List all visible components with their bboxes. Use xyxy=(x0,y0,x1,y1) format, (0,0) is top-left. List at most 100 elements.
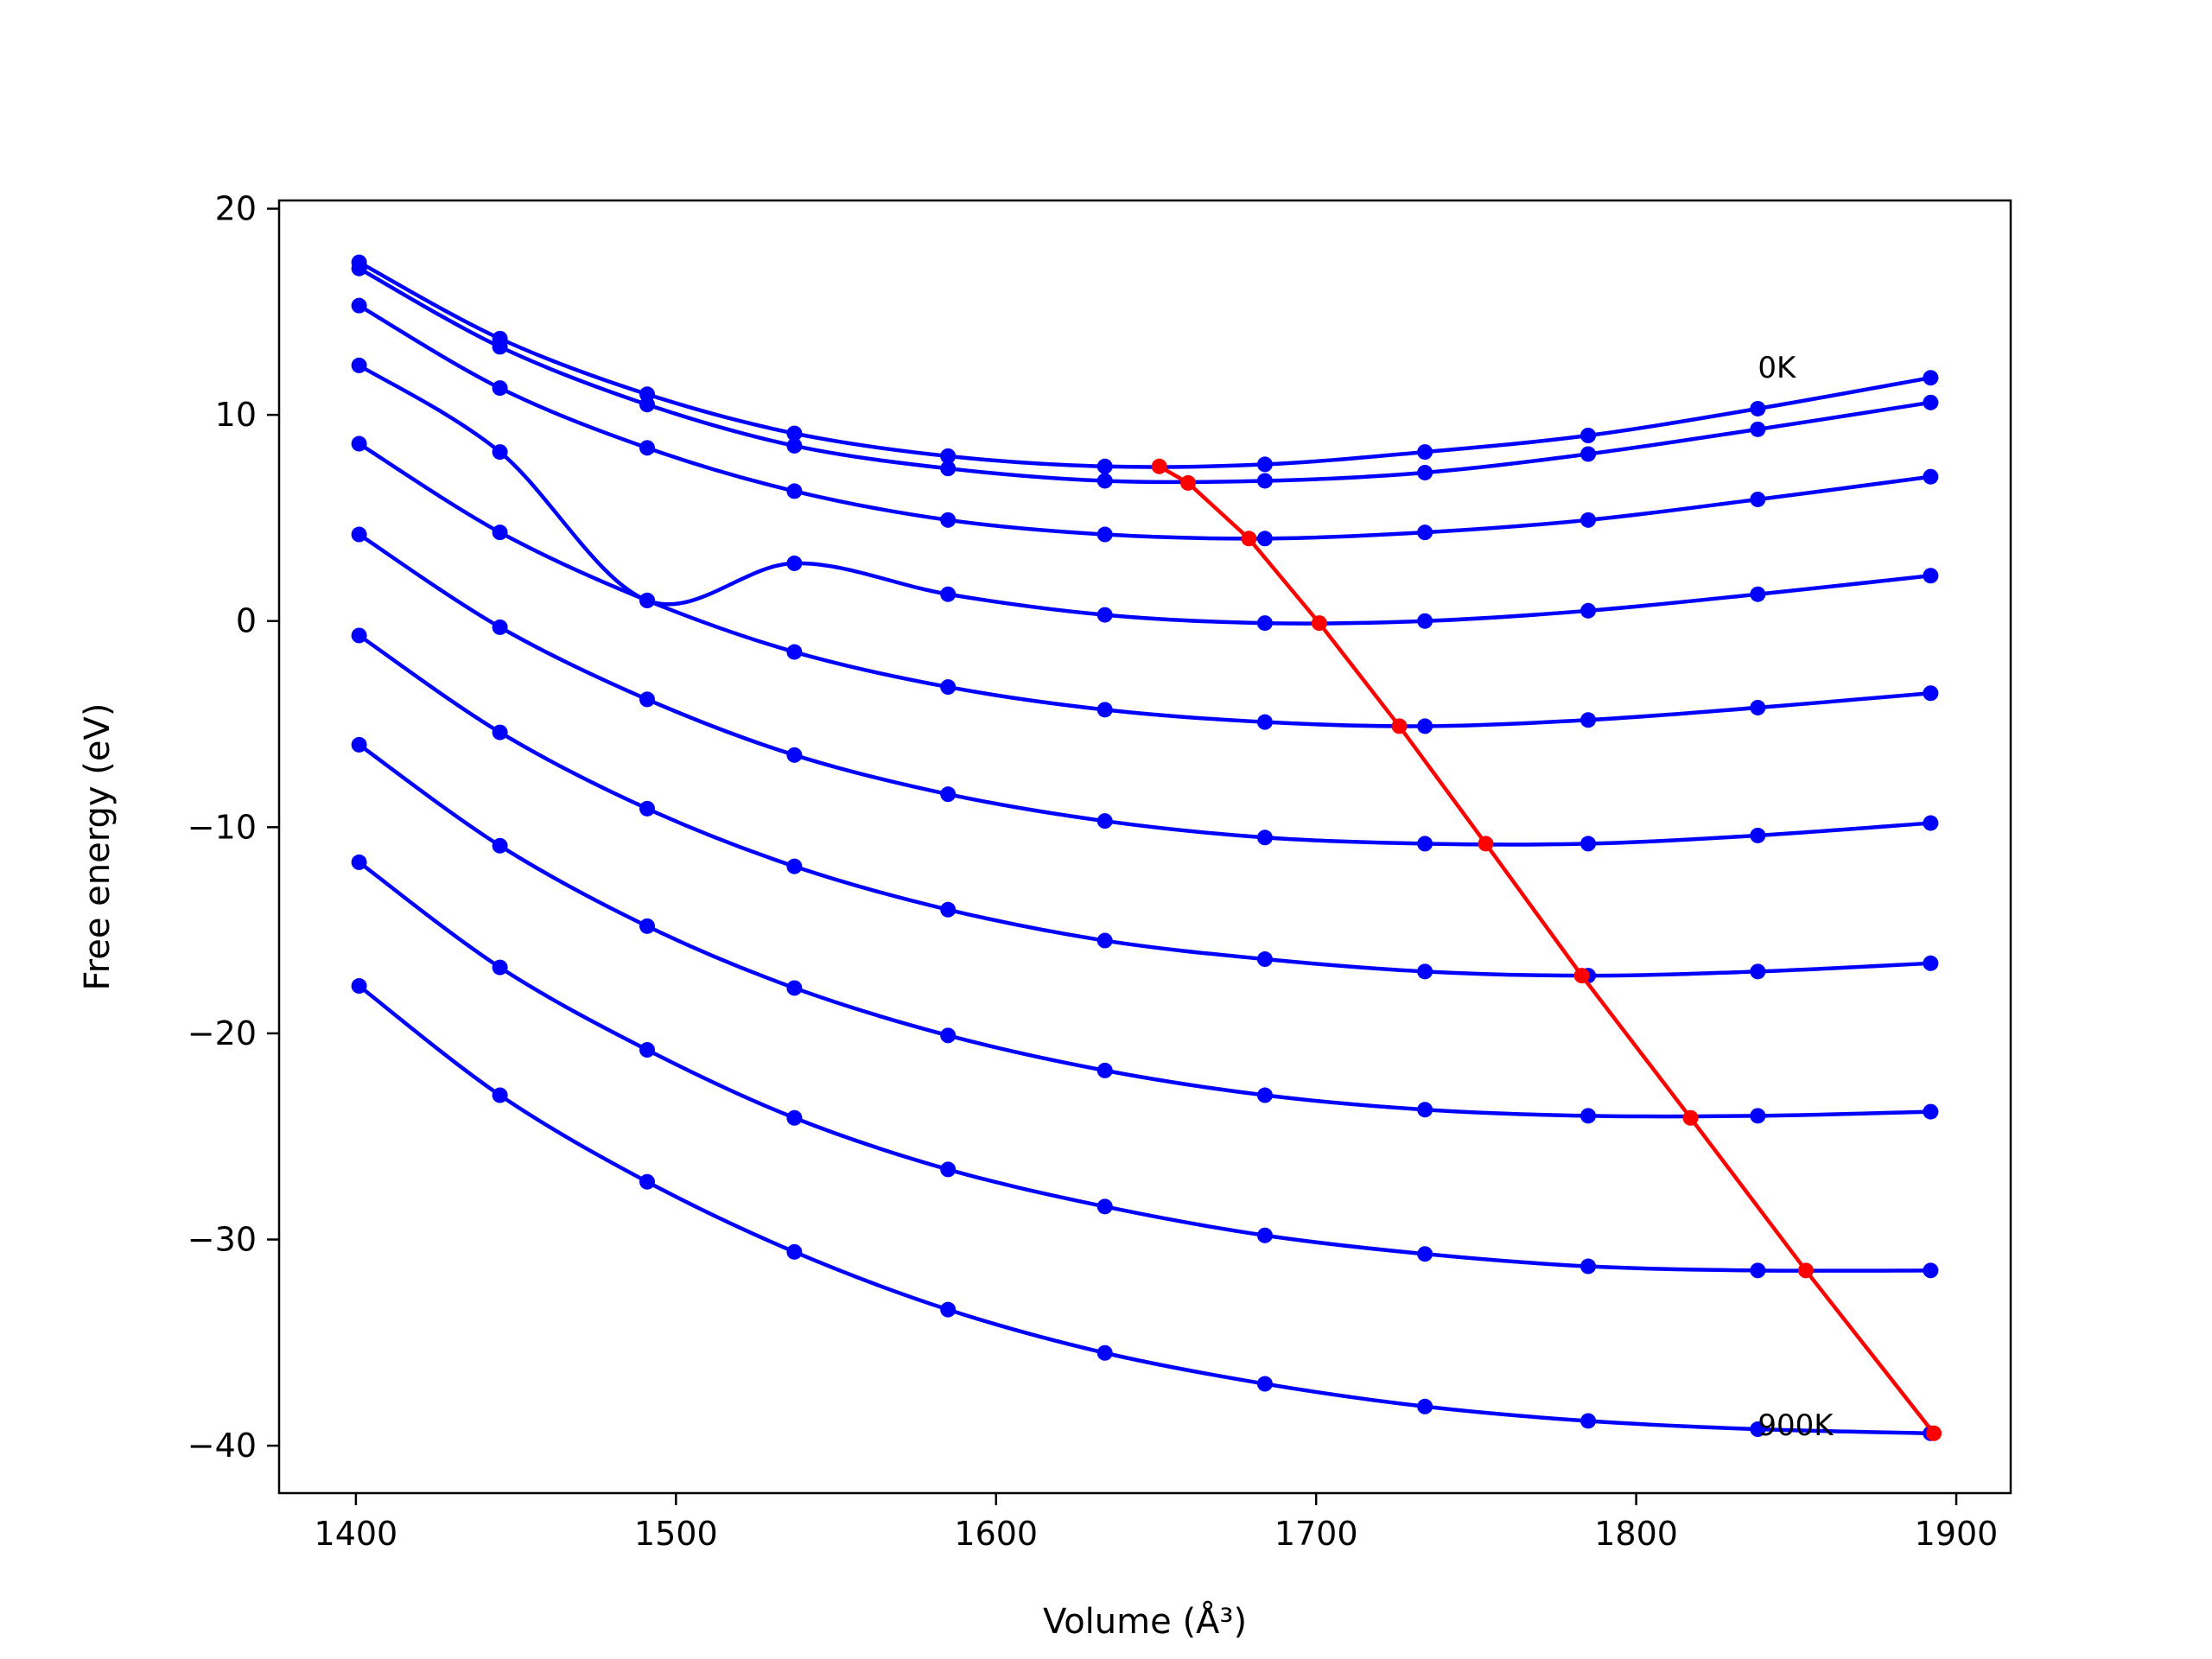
data-point-0-8 xyxy=(1580,428,1597,443)
data-point-9-8 xyxy=(1580,1413,1597,1429)
data-point-3-10 xyxy=(1923,568,1939,584)
data-point-6-6 xyxy=(1256,951,1273,968)
data-point-5-5 xyxy=(1096,813,1113,830)
data-point-1-0 xyxy=(351,260,367,276)
data-point-7-0 xyxy=(351,736,367,753)
minimum-point-8 xyxy=(1797,1262,1814,1279)
data-point-5-4 xyxy=(940,786,957,803)
data-point-8-6 xyxy=(1256,1227,1273,1243)
data-point-5-2 xyxy=(639,691,655,708)
data-point-3-5 xyxy=(1096,607,1113,623)
data-point-7-5 xyxy=(1096,1062,1113,1078)
data-point-3-3 xyxy=(786,555,803,571)
data-point-1-8 xyxy=(1580,446,1597,462)
data-point-7-9 xyxy=(1750,1108,1766,1124)
data-point-7-10 xyxy=(1923,1103,1939,1120)
series-3 xyxy=(351,357,1939,632)
data-point-3-4 xyxy=(940,586,957,602)
data-point-4-5 xyxy=(1096,702,1113,718)
data-point-8-9 xyxy=(1750,1262,1766,1279)
y-tick-label-1: 10 xyxy=(215,396,257,434)
data-point-2-4 xyxy=(940,512,957,528)
data-point-3-9 xyxy=(1750,586,1766,602)
data-point-6-10 xyxy=(1923,955,1939,971)
data-point-4-10 xyxy=(1923,685,1939,702)
data-point-4-3 xyxy=(786,644,803,660)
data-point-2-10 xyxy=(1923,468,1939,485)
data-point-2-3 xyxy=(786,483,803,499)
data-point-6-1 xyxy=(492,724,508,741)
data-point-9-7 xyxy=(1417,1398,1433,1414)
data-point-5-8 xyxy=(1580,836,1597,852)
series-4 xyxy=(351,435,1939,734)
data-point-2-0 xyxy=(351,297,367,314)
data-point-8-7 xyxy=(1417,1246,1433,1262)
series-8 xyxy=(351,854,1939,1279)
data-point-8-0 xyxy=(351,854,367,870)
data-point-2-8 xyxy=(1580,512,1597,528)
data-point-3-8 xyxy=(1580,602,1597,619)
data-point-9-0 xyxy=(351,978,367,995)
minimum-point-9 xyxy=(1926,1425,1942,1441)
minimum-energy-line xyxy=(1158,464,1936,1435)
data-point-6-4 xyxy=(940,901,957,918)
minimum-point-3 xyxy=(1311,615,1327,632)
series-1 xyxy=(351,260,1939,489)
data-point-2-2 xyxy=(639,440,655,456)
data-point-1-6 xyxy=(1256,473,1273,489)
data-point-9-3 xyxy=(786,1243,803,1260)
series-2 xyxy=(351,297,1939,547)
data-point-9-5 xyxy=(1096,1344,1113,1361)
data-point-3-6 xyxy=(1256,615,1273,632)
x-axis: 1400 1500 1600 1700 1800 1900 xyxy=(315,1493,1998,1553)
data-point-5-10 xyxy=(1923,815,1939,831)
y-axis: 20 10 0 −10 −20 −30 −40 xyxy=(188,190,279,1465)
data-point-1-10 xyxy=(1923,394,1939,410)
data-point-0-9 xyxy=(1750,400,1766,416)
data-point-9-2 xyxy=(639,1173,655,1190)
data-point-9-4 xyxy=(940,1301,957,1318)
data-point-0-7 xyxy=(1417,444,1433,461)
data-point-9-6 xyxy=(1256,1376,1273,1392)
y-axis-label: Free energy (eV) xyxy=(78,703,118,991)
data-point-4-6 xyxy=(1256,714,1273,730)
data-point-6-2 xyxy=(639,800,655,817)
data-point-6-9 xyxy=(1750,963,1766,980)
minimum-point-2 xyxy=(1241,531,1257,547)
data-point-4-2 xyxy=(639,592,655,608)
data-point-7-3 xyxy=(786,980,803,996)
data-point-4-9 xyxy=(1750,699,1766,715)
data-point-5-3 xyxy=(786,747,803,763)
data-point-4-0 xyxy=(351,435,367,452)
data-point-7-4 xyxy=(940,1027,957,1044)
data-point-4-7 xyxy=(1417,718,1433,734)
data-point-7-8 xyxy=(1580,1108,1597,1124)
data-point-2-7 xyxy=(1417,524,1433,541)
data-point-3-7 xyxy=(1417,613,1433,629)
data-point-8-5 xyxy=(1096,1198,1113,1215)
series-9 xyxy=(351,978,1939,1441)
data-point-6-3 xyxy=(786,858,803,874)
data-point-2-1 xyxy=(492,380,508,397)
data-point-3-1 xyxy=(492,444,508,461)
minimum-point-6 xyxy=(1573,968,1590,984)
data-point-1-7 xyxy=(1417,464,1433,480)
data-point-5-7 xyxy=(1417,836,1433,852)
series-0 xyxy=(351,254,1939,474)
data-point-6-0 xyxy=(351,627,367,644)
y-tick-label-5: −30 xyxy=(188,1221,257,1259)
data-point-6-5 xyxy=(1096,932,1113,949)
minimum-point-4 xyxy=(1391,718,1408,734)
data-point-2-6 xyxy=(1256,531,1273,547)
minimum-point-5 xyxy=(1478,836,1494,852)
plot-frame xyxy=(277,199,2012,1495)
data-point-7-7 xyxy=(1417,1102,1433,1118)
x-tick-label-3: 1700 xyxy=(1274,1515,1358,1553)
data-point-3-0 xyxy=(351,357,367,373)
series-layer xyxy=(351,254,1939,1441)
y-tick-label-6: −40 xyxy=(188,1427,257,1465)
data-point-4-4 xyxy=(940,679,957,696)
data-point-1-4 xyxy=(940,461,957,477)
data-point-0-10 xyxy=(1923,370,1939,386)
data-point-7-2 xyxy=(639,918,655,934)
